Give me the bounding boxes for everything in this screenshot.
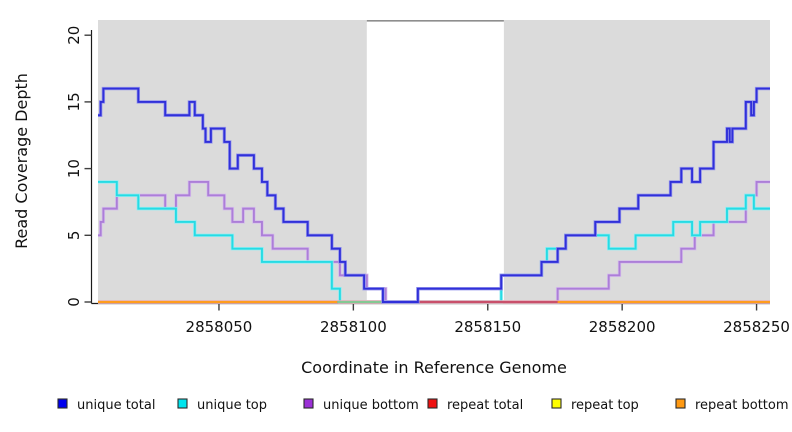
shaded-unique-regions — [98, 19, 770, 302]
legend-label-repeat-total: repeat total — [447, 398, 523, 413]
legend-swatch-repeat-total — [427, 398, 438, 409]
unique-region-band — [503, 20, 770, 302]
series-lines — [98, 86, 770, 304]
y-tick-label: 10 — [65, 159, 83, 178]
x-tick-label: 2858100 — [320, 318, 387, 336]
y-tick-label: 20 — [65, 26, 83, 45]
y-tick-label: 15 — [65, 92, 83, 111]
unique-region-band — [98, 20, 367, 302]
x-tick-label: 2858250 — [723, 318, 790, 336]
legend-swatch-repeat-top — [551, 398, 562, 409]
x-tick-label: 2858150 — [454, 318, 521, 336]
axes: 0 5 10 15 20 2858050 2858100 2858150 2858200 2858… — [65, 26, 790, 336]
y-tick-label: 0 — [65, 297, 83, 307]
y-tick-label: 5 — [65, 231, 83, 241]
x-axis-title: Coordinate in Reference Genome — [301, 358, 567, 377]
legend-label-unique-total: unique total — [77, 398, 155, 413]
legend-label-unique-bottom: unique bottom — [323, 398, 419, 413]
legend-swatch-repeat-bottom — [675, 398, 686, 409]
chart-legend: unique total unique top unique bottom repea… — [57, 398, 789, 413]
legend-label-unique-top: unique top — [197, 398, 267, 413]
legend-swatch-unique-top — [177, 398, 188, 409]
x-tick-label: 2858200 — [589, 318, 656, 336]
legend-label-repeat-bottom: repeat bottom — [695, 398, 789, 413]
legend-swatch-unique-total — [57, 398, 68, 409]
legend-swatch-unique-bottom — [303, 398, 314, 409]
y-axis-title: Read Coverage Depth — [12, 73, 31, 249]
legend-label-repeat-top: repeat top — [571, 398, 639, 413]
series-line-unique-total — [98, 87, 770, 303]
x-tick-label: 2858050 — [186, 318, 253, 336]
